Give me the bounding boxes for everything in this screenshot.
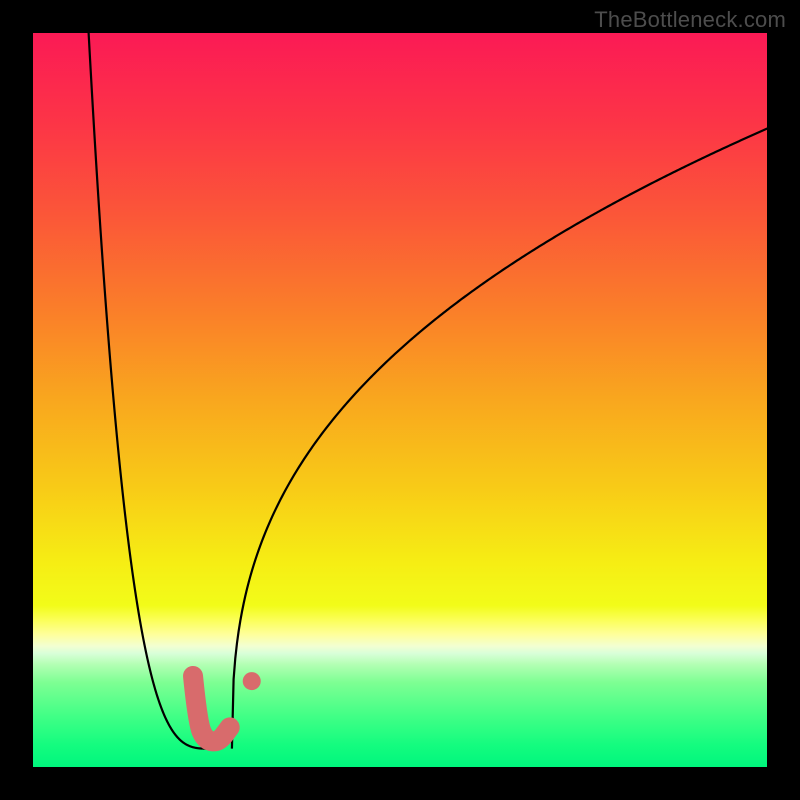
chart-stage: TheBottleneck.com bbox=[0, 0, 800, 800]
plot-background bbox=[33, 33, 767, 767]
accent-dot bbox=[243, 672, 261, 690]
chart-svg bbox=[0, 0, 800, 800]
watermark-text: TheBottleneck.com bbox=[594, 7, 786, 33]
